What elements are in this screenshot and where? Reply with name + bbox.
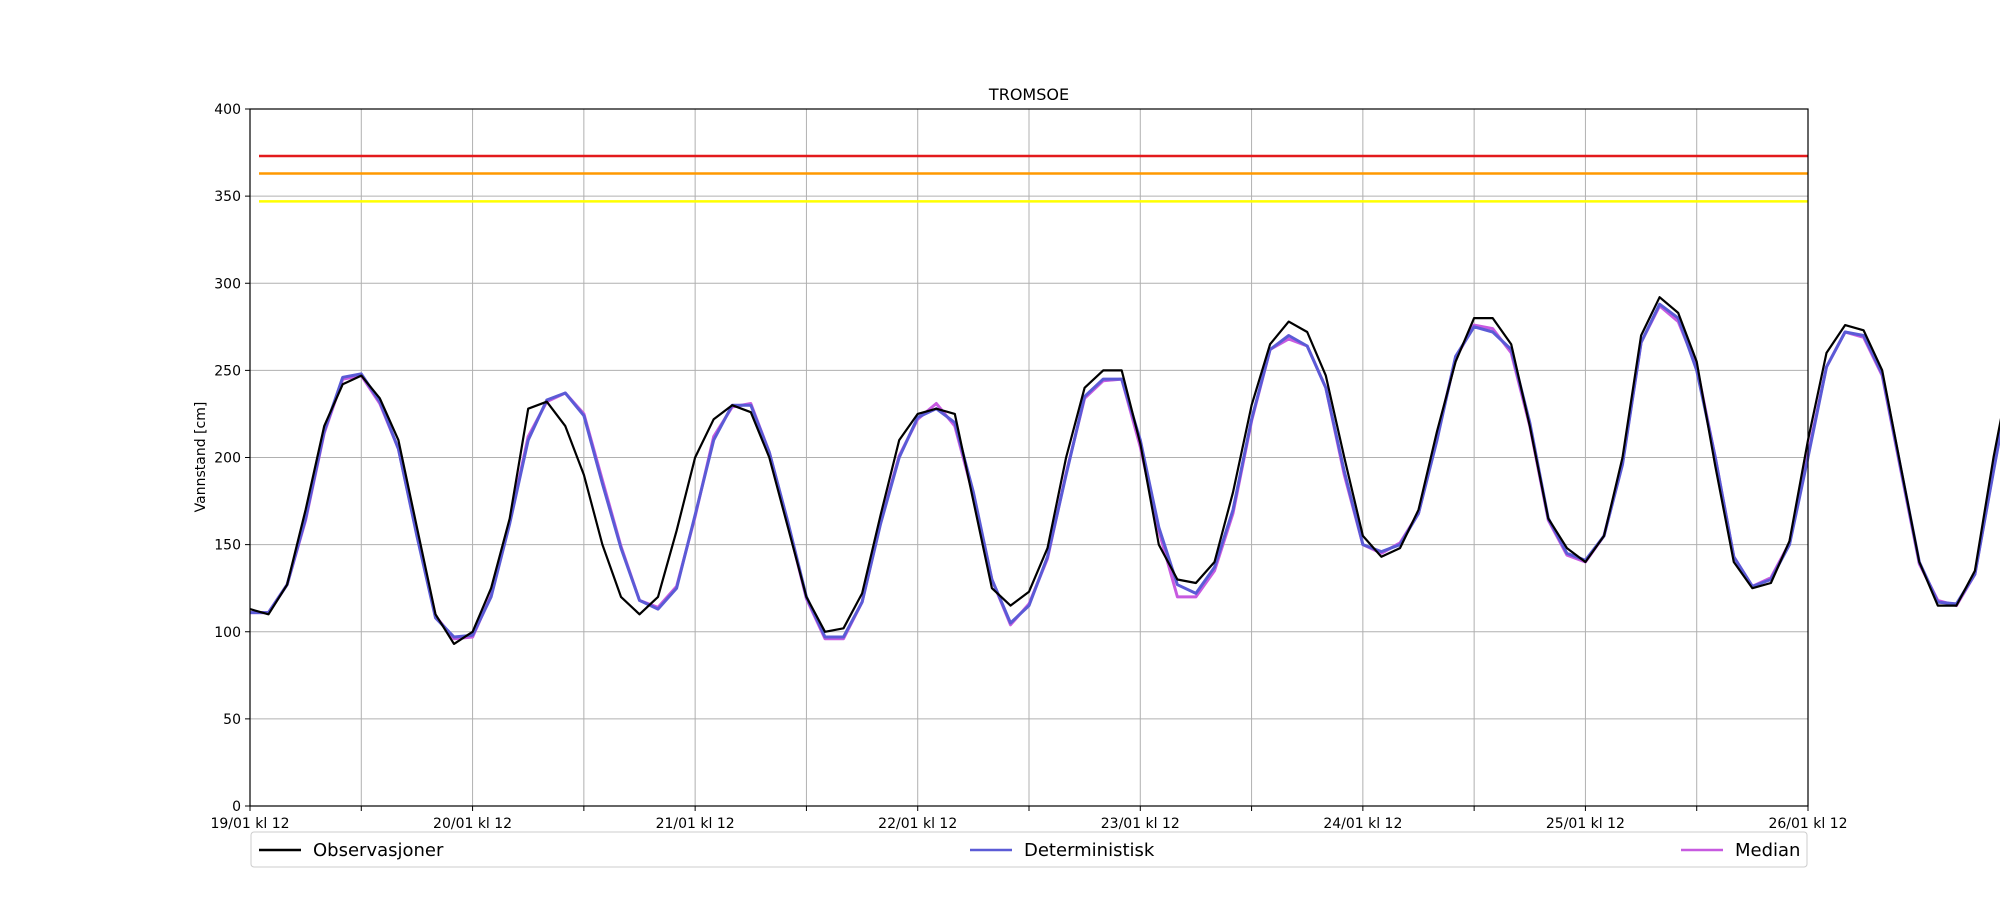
legend: Observasjoner Deterministisk Median (250, 831, 1808, 868)
legend-box (250, 831, 1808, 868)
legend-label: Observasjoner (313, 840, 444, 861)
x-tick-label: 20/01 kl 12 (433, 816, 512, 832)
x-tick-label: 22/01 kl 12 (878, 816, 957, 832)
y-tick-label: 300 (214, 276, 241, 292)
x-tick-label: 25/01 kl 12 (1546, 816, 1625, 832)
grid-lines (249, 108, 1809, 807)
x-tick-label: 19/01 kl 12 (210, 816, 289, 832)
y-tick-label: 50 (223, 712, 241, 728)
legend-label: Median (1735, 840, 1800, 861)
x-tick-label: 23/01 kl 12 (1101, 816, 1180, 832)
x-tick-label: 24/01 kl 12 (1323, 816, 1402, 832)
y-tick-label: 250 (214, 363, 241, 379)
y-tick-label: 350 (214, 189, 241, 205)
data-series (249, 296, 2000, 646)
y-tick-label: 100 (214, 625, 241, 641)
reference-lines (259, 154, 1808, 203)
chart-title: TROMSOE (988, 85, 1069, 104)
x-tick-label: 21/01 kl 12 (656, 816, 735, 832)
x-axis-ticks: 19/01 kl 12 20/01 kl 12 21/01 kl 12 22/01 k… (210, 806, 1848, 832)
y-tick-label: 400 (214, 102, 241, 118)
x-tick-label: 26/01 kl 12 (1768, 816, 1847, 832)
y-tick-label: 0 (232, 799, 241, 815)
series-line-deterministisk (250, 302, 2000, 639)
y-tick-label: 150 (214, 538, 241, 554)
y-tick-label: 200 (214, 451, 241, 467)
series-line-observasjoner (249, 296, 2000, 646)
legend-label: Deterministisk (1024, 840, 1155, 861)
y-axis-label: Vannstand [cm] (193, 402, 209, 513)
series-line-median (250, 304, 2000, 641)
y-axis-ticks: 0 50 100 150 200 250 300 350 400 (214, 102, 250, 815)
